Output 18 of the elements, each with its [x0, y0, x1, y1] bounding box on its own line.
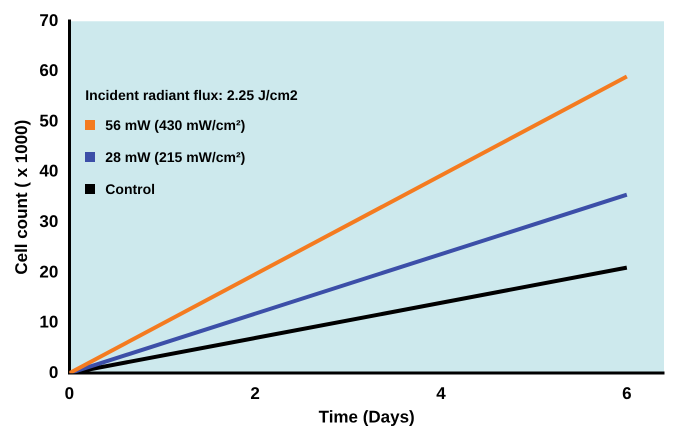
legend-label: 56 mW (430 mW/cm²) — [105, 117, 246, 134]
y-tick-label: 30 — [39, 212, 58, 232]
y-tick-label: 20 — [39, 262, 58, 282]
y-tick-label: 10 — [39, 312, 58, 332]
y-tick-label: 50 — [39, 111, 58, 130]
legend-label: 28 mW (215 mW/cm²) — [105, 149, 246, 166]
x-tick-label: 2 — [250, 384, 260, 404]
x-axis-title: Time (Days) — [318, 407, 415, 426]
x-tick-label: 4 — [436, 384, 446, 404]
legend-title: Incident radiant flux: 2.25 J/cm2 — [85, 87, 298, 104]
x-tick-label: 6 — [622, 384, 632, 404]
y-tick-label: 60 — [39, 61, 58, 80]
y-tick-label: 40 — [39, 162, 58, 181]
x-tick-label: 0 — [64, 384, 74, 404]
y-tick-label: 70 — [39, 10, 58, 30]
y-axis-title: Cell count ( x 1000) — [12, 120, 31, 275]
y-tick-label: 0 — [48, 362, 58, 382]
legend-label: Control — [105, 181, 156, 198]
